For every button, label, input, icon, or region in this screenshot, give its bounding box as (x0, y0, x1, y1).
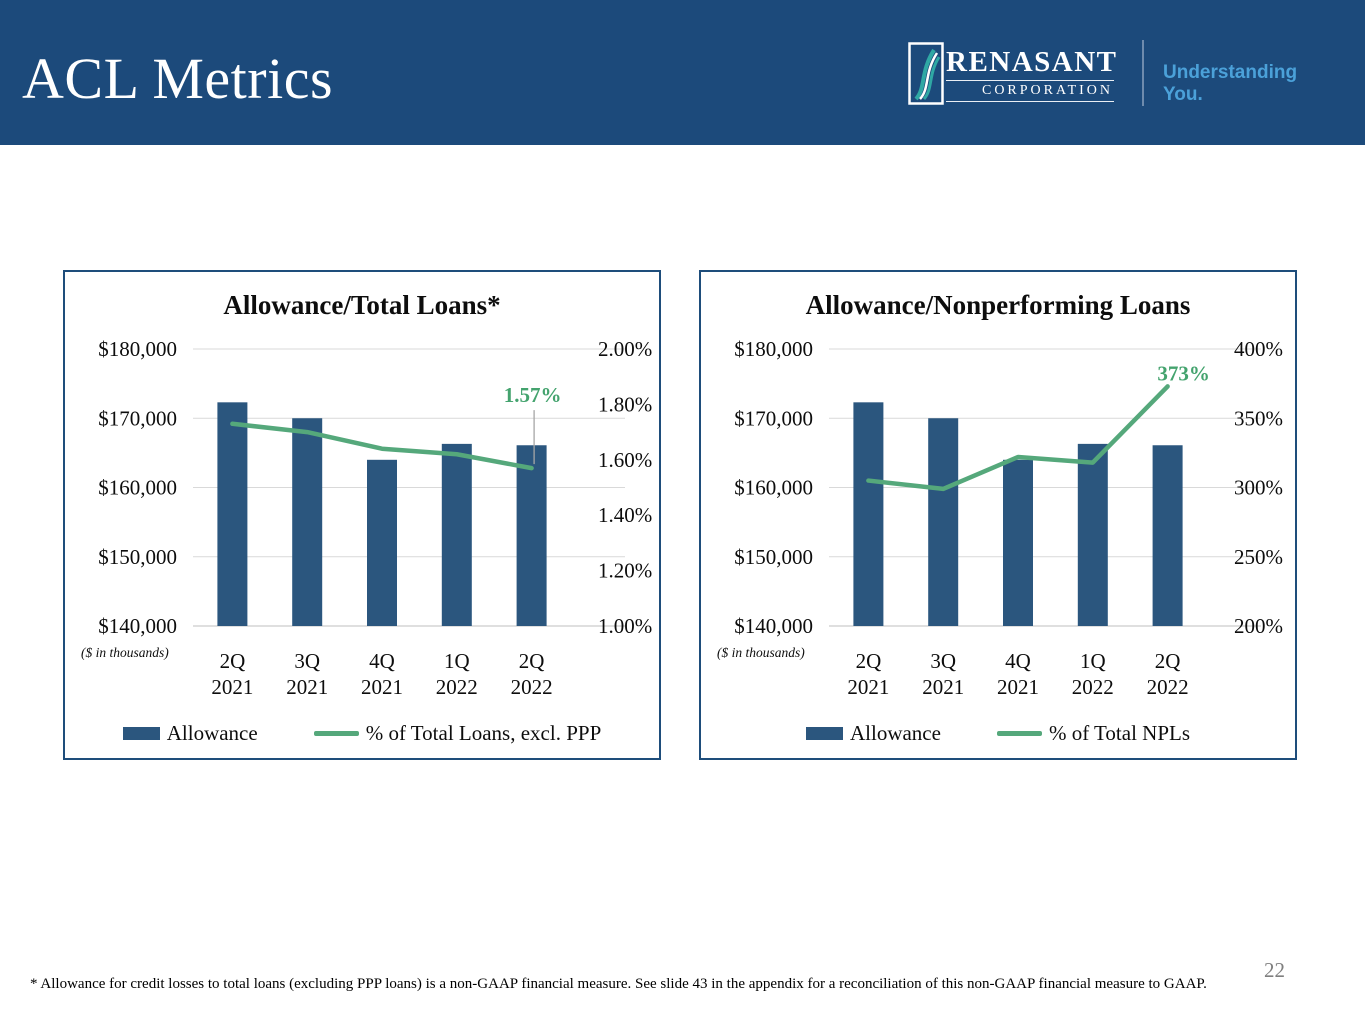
bar-1Q-2022 (441, 443, 472, 626)
line-series (230, 421, 534, 471)
chart-title: Allowance/Nonperforming Loans (805, 290, 1191, 320)
renasant-leaf-icon (908, 42, 944, 105)
x-axis-category-label: 3Q (294, 649, 320, 673)
page-number: 22 (1264, 958, 1285, 982)
legend-item-pct-total-npls: % of Total NPLs (996, 721, 1191, 746)
x-axis-category-label: 4Q (369, 649, 395, 673)
legend-label: % of Total NPLs (1048, 721, 1191, 745)
right-axis-tick-label: 350% (1234, 406, 1283, 430)
x-axis-category-label: 2022 (436, 675, 478, 699)
chart-legend: Allowance % of Total Loans, excl. PPP (65, 721, 659, 746)
legend-item-allowance: Allowance (805, 721, 941, 746)
x-axis-category-label: 3Q (930, 649, 956, 673)
chart-title: Allowance/Total Loans* (223, 290, 501, 320)
bar-3Q-2021 (292, 418, 323, 626)
line-swatch-icon (313, 731, 359, 736)
chart-panel-allowance-total-loans: Allowance/Total Loans* $180,000 $170,000 $… (63, 270, 661, 760)
x-axis-category-label: 2021 (997, 675, 1039, 699)
legend-label: Allowance (849, 721, 941, 745)
left-axis-tick-label: $160,000 (734, 476, 813, 500)
left-axis-tick-label: $150,000 (734, 545, 813, 569)
logo-wordmark-group: RENASANT CORPORATION (946, 48, 1116, 102)
bar-4Q-2021 (367, 459, 397, 626)
right-axis-tick-label: 1.60% (598, 448, 652, 472)
left-axis-tick-label: $180,000 (734, 337, 813, 361)
x-axis-category-label: 2Q (1155, 649, 1181, 673)
bar-swatch-icon (805, 727, 843, 740)
slide-header: ACL Metrics RENASANT CORPORATION Underst… (0, 0, 1365, 145)
bar-2Q-2021 (853, 402, 884, 626)
x-axis-category-label: 2021 (286, 675, 328, 699)
x-axis-category-label: 2022 (1147, 675, 1189, 699)
footnote: * Allowance for credit losses to total l… (30, 976, 1207, 992)
legend-label: % of Total Loans, excl. PPP (365, 721, 602, 745)
bar-2Q-2022 (516, 445, 547, 626)
right-axis-tick-label: 1.20% (598, 559, 652, 583)
x-axis-category-label: 2022 (1072, 675, 1114, 699)
chart-legend: Allowance % of Total NPLs (701, 721, 1295, 746)
right-axis-tick-label: 300% (1234, 476, 1283, 500)
brand-divider (1142, 40, 1144, 106)
units-note: ($ in thousands) (81, 645, 169, 660)
bar-swatch-icon (122, 727, 160, 740)
x-axis-category-label: 2021 (847, 675, 889, 699)
left-axis-tick-label: $140,000 (734, 614, 813, 638)
brand-logo: RENASANT CORPORATION Understanding You. (905, 38, 1335, 113)
right-axis-tick-label: 2.00% (598, 337, 652, 361)
x-axis-category-label: 2021 (211, 675, 253, 699)
left-axis-tick-label: $150,000 (98, 545, 177, 569)
line-series (866, 384, 1170, 492)
right-axis-tick-label: 400% (1234, 337, 1283, 361)
units-note: ($ in thousands) (717, 645, 805, 660)
x-axis-category-label: 2Q (519, 649, 545, 673)
left-axis-tick-label: $180,000 (98, 337, 177, 361)
left-axis-tick-label: $140,000 (98, 614, 177, 638)
combo-chart-allowance-nonperforming-loans: $180,000 $170,000 $160,000 $150,000 $140,000… (717, 337, 1283, 699)
right-axis-tick-label: 200% (1234, 614, 1283, 638)
x-axis-category-label: 2021 (361, 675, 403, 699)
bar-2Q-2021 (217, 402, 248, 626)
page-title: ACL Metrics (22, 46, 334, 111)
x-axis-category-label: 2Q (856, 649, 882, 673)
bar-1Q-2022 (1077, 443, 1108, 626)
right-axis-tick-label: 1.40% (598, 503, 652, 527)
logo-wordmark: RENASANT (946, 48, 1116, 81)
left-axis-tick-label: $170,000 (734, 406, 813, 430)
brand-tagline: Understanding You. (1163, 62, 1298, 105)
data-label-annotation: 373% (1157, 361, 1210, 385)
x-axis-category-label: 4Q (1005, 649, 1031, 673)
bar-2Q-2022 (1152, 445, 1183, 626)
bar-3Q-2021 (928, 418, 959, 626)
x-axis-category-label: 2021 (922, 675, 964, 699)
legend-item-pct-total-loans: % of Total Loans, excl. PPP (313, 721, 602, 746)
left-axis-tick-label: $170,000 (98, 406, 177, 430)
x-axis-category-label: 2Q (220, 649, 246, 673)
bar-4Q-2021 (1003, 459, 1033, 626)
right-axis-tick-label: 1.00% (598, 614, 652, 638)
legend-item-allowance: Allowance (122, 721, 258, 746)
x-axis-category-label: 1Q (1080, 649, 1106, 673)
legend-label: Allowance (166, 721, 258, 745)
logo-subtitle: CORPORATION (946, 81, 1114, 102)
x-axis-category-label: 2022 (511, 675, 553, 699)
right-axis-tick-label: 250% (1234, 545, 1283, 569)
combo-chart-allowance-total-loans: $180,000 $170,000 $160,000 $150,000 $140,000… (81, 337, 652, 699)
left-axis-tick-label: $160,000 (98, 476, 177, 500)
x-axis-category-label: 1Q (444, 649, 470, 673)
data-label-annotation: 1.57% (504, 383, 562, 407)
right-axis-tick-label: 1.80% (598, 392, 652, 416)
line-swatch-icon (996, 731, 1042, 736)
chart-panel-allowance-nonperforming-loans: Allowance/Nonperforming Loans $180,000 $1… (699, 270, 1297, 760)
